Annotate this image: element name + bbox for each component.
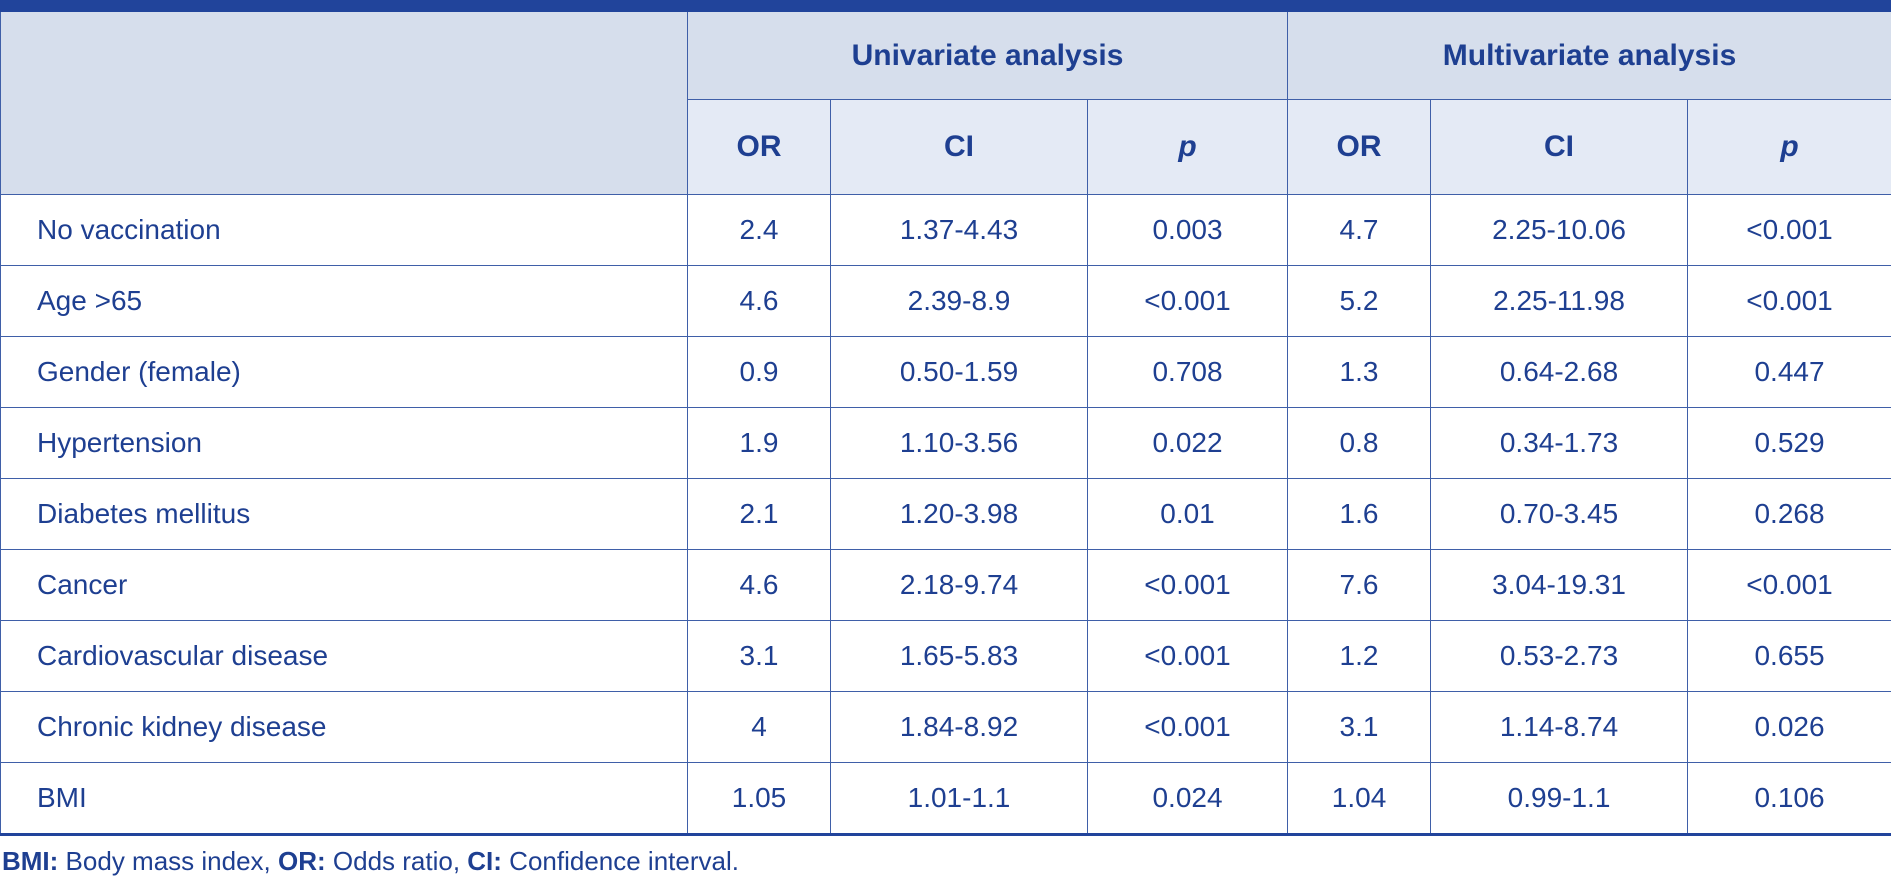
table-row: Gender (female) 0.9 0.50-1.59 0.708 1.3 0.64-… xyxy=(0,336,1891,408)
column-header-uni-ci: CI xyxy=(830,99,1088,195)
univariate-ci-cell: 1.01-1.1 xyxy=(830,762,1088,836)
univariate-ci-cell: 0.50-1.59 xyxy=(830,336,1088,408)
univariate-p-cell: 0.022 xyxy=(1086,407,1289,479)
univariate-p-cell: 0.708 xyxy=(1086,336,1289,408)
univariate-ci-cell: 1.20-3.98 xyxy=(830,478,1088,550)
univariate-group-header: Univariate analysis xyxy=(686,12,1289,100)
multivariate-or-cell: 1.3 xyxy=(1287,336,1432,408)
multivariate-ci-cell: 2.25-10.06 xyxy=(1430,194,1689,266)
univariate-or-cell: 4.6 xyxy=(687,549,831,621)
column-header-multi-or: OR xyxy=(1287,99,1432,195)
regression-table: Univariate analysis Multivariate analysi… xyxy=(0,12,1891,836)
multivariate-ci-cell: 0.99-1.1 xyxy=(1430,762,1689,836)
header-group-row: Univariate analysis Multivariate analysi… xyxy=(0,12,1891,195)
multivariate-p-cell: <0.001 xyxy=(1687,194,1891,266)
univariate-ci-cell: 2.39-8.9 xyxy=(830,265,1088,337)
multivariate-p-cell: 0.026 xyxy=(1687,691,1891,763)
univariate-ci-cell: 2.18-9.74 xyxy=(830,549,1088,621)
univariate-p-cell: <0.001 xyxy=(1086,265,1289,337)
table-row: Cardiovascular disease 3.1 1.65-5.83 <0.001… xyxy=(0,620,1891,692)
column-header-uni-p: p xyxy=(1086,99,1289,195)
univariate-ci-cell: 1.37-4.43 xyxy=(830,194,1088,266)
multivariate-group-header: Multivariate analysis xyxy=(1287,12,1891,100)
row-label: Age >65 xyxy=(0,265,688,337)
footnote-definition: Odds ratio, xyxy=(325,846,468,876)
univariate-ci-cell: 1.10-3.56 xyxy=(830,407,1088,479)
univariate-or-cell: 4.6 xyxy=(687,265,831,337)
univariate-or-cell: 3.1 xyxy=(687,620,831,692)
multivariate-p-cell: 0.655 xyxy=(1687,620,1891,692)
row-label: No vaccination xyxy=(0,194,688,266)
row-label: BMI xyxy=(0,762,688,836)
multivariate-p-cell: <0.001 xyxy=(1687,549,1891,621)
univariate-p-cell: 0.003 xyxy=(1086,194,1289,266)
multivariate-or-cell: 4.7 xyxy=(1287,194,1432,266)
univariate-or-cell: 2.4 xyxy=(687,194,831,266)
table-row: Hypertension 1.9 1.10-3.56 0.022 0.8 0.34-1.7… xyxy=(0,407,1891,479)
header-corner-cell xyxy=(0,12,688,195)
multivariate-p-cell: 0.529 xyxy=(1687,407,1891,479)
multivariate-ci-cell: 2.25-11.98 xyxy=(1430,265,1689,337)
univariate-or-cell: 0.9 xyxy=(687,336,831,408)
univariate-p-cell: <0.001 xyxy=(1086,691,1289,763)
multivariate-or-cell: 1.2 xyxy=(1287,620,1432,692)
footnote-definition: Body mass index, xyxy=(58,846,278,876)
multivariate-p-cell: 0.447 xyxy=(1687,336,1891,408)
univariate-or-cell: 4 xyxy=(687,691,831,763)
table-footnote: BMI: Body mass index, OR: Odds ratio, CI… xyxy=(0,846,1891,877)
univariate-ci-cell: 1.65-5.83 xyxy=(830,620,1088,692)
header-column-row: OR CI p OR CI p xyxy=(1,99,1891,195)
univariate-p-cell: 0.01 xyxy=(1086,478,1289,550)
univariate-p-cell: 0.024 xyxy=(1086,762,1289,836)
multivariate-ci-cell: 0.53-2.73 xyxy=(1430,620,1689,692)
multivariate-or-cell: 1.6 xyxy=(1287,478,1432,550)
footnote-definition: Confidence interval. xyxy=(501,846,739,876)
row-label: Cardiovascular disease xyxy=(0,620,688,692)
row-label: Chronic kidney disease xyxy=(0,691,688,763)
multivariate-or-cell: 3.1 xyxy=(1287,691,1432,763)
multivariate-ci-cell: 3.04-19.31 xyxy=(1430,549,1689,621)
univariate-p-cell: <0.001 xyxy=(1086,620,1289,692)
column-header-multi-p: p xyxy=(1687,99,1891,195)
multivariate-ci-cell: 1.14-8.74 xyxy=(1430,691,1689,763)
multivariate-ci-cell: 0.64-2.68 xyxy=(1430,336,1689,408)
univariate-or-cell: 1.9 xyxy=(687,407,831,479)
row-label: Diabetes mellitus xyxy=(0,478,688,550)
table-header: Univariate analysis Multivariate analysi… xyxy=(0,12,1891,195)
multivariate-or-cell: 5.2 xyxy=(1287,265,1432,337)
multivariate-or-cell: 1.04 xyxy=(1287,762,1432,836)
table-row: Diabetes mellitus 2.1 1.20-3.98 0.01 1.6 0.70… xyxy=(0,478,1891,550)
table-row: No vaccination 2.4 1.37-4.43 0.003 4.7 2.25-1… xyxy=(0,194,1891,266)
column-header-multi-ci: CI xyxy=(1430,99,1689,195)
column-header-uni-or: OR xyxy=(687,99,831,195)
table-row: BMI 1.05 1.01-1.1 0.024 1.04 0.99-1.1 0.106 xyxy=(0,762,1891,836)
multivariate-or-cell: 0.8 xyxy=(1287,407,1432,479)
multivariate-ci-cell: 0.34-1.73 xyxy=(1430,407,1689,479)
footnote-abbreviation: BMI: xyxy=(2,846,59,876)
table-row: Cancer 4.6 2.18-9.74 <0.001 7.6 3.04-19.31 <0.… xyxy=(0,549,1891,621)
top-accent-bar xyxy=(0,0,1891,12)
row-label: Gender (female) xyxy=(0,336,688,408)
multivariate-p-cell: <0.001 xyxy=(1687,265,1891,337)
univariate-or-cell: 1.05 xyxy=(687,762,831,836)
table-row: Age >65 4.6 2.39-8.9 <0.001 5.2 2.25-11.98 <0.… xyxy=(0,265,1891,337)
table-row: Chronic kidney disease 4 1.84-8.92 <0.001 3.… xyxy=(0,691,1891,763)
univariate-p-cell: <0.001 xyxy=(1086,549,1289,621)
table-container: Univariate analysis Multivariate analysi… xyxy=(0,0,1891,877)
multivariate-p-cell: 0.106 xyxy=(1687,762,1891,836)
multivariate-ci-cell: 0.70-3.45 xyxy=(1430,478,1689,550)
univariate-or-cell: 2.1 xyxy=(687,478,831,550)
multivariate-or-cell: 7.6 xyxy=(1287,549,1432,621)
row-label: Hypertension xyxy=(0,407,688,479)
multivariate-p-cell: 0.268 xyxy=(1687,478,1891,550)
univariate-ci-cell: 1.84-8.92 xyxy=(830,691,1088,763)
footnote-abbreviation: OR: xyxy=(277,846,326,876)
row-label: Cancer xyxy=(0,549,688,621)
table-body: No vaccination 2.4 1.37-4.43 0.003 4.7 2.25-1… xyxy=(0,194,1891,836)
footnote-abbreviation: CI: xyxy=(467,846,502,876)
